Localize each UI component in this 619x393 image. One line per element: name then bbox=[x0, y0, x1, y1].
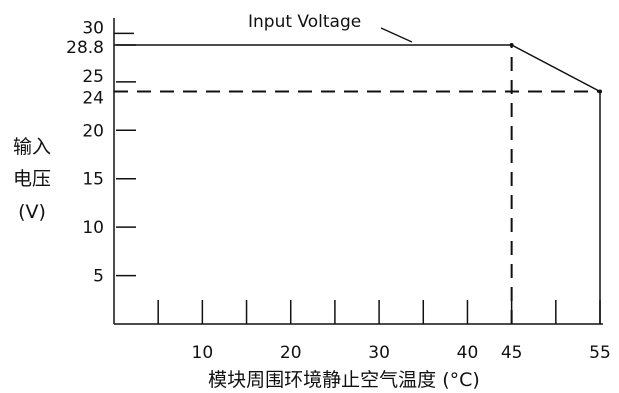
y-tick-label: 10 bbox=[82, 218, 104, 238]
x-ticks: 10 20 30 40 45 55 bbox=[157, 300, 611, 363]
y-tick-label: 5 bbox=[93, 267, 104, 287]
x-tick-label: 20 bbox=[280, 343, 302, 363]
series bbox=[114, 43, 602, 94]
y-ticks: 5 10 15 20 25 28.8 24 30 bbox=[66, 18, 136, 287]
x-tick-label: 10 bbox=[192, 343, 214, 363]
y-tick-label: 30 bbox=[82, 18, 104, 38]
data-point bbox=[598, 89, 602, 94]
annotation-leader-line bbox=[380, 27, 413, 43]
input-voltage-line bbox=[114, 44, 601, 93]
y-tick-label: 28.8 bbox=[66, 38, 104, 58]
axes bbox=[113, 18, 603, 325]
y-tick-label: 25 bbox=[82, 67, 104, 87]
y-axis-title-line-1: 输入 bbox=[13, 136, 51, 158]
y-axis-title-line-3: (V) bbox=[18, 201, 46, 223]
x-tick-label: 40 bbox=[457, 343, 479, 363]
x-axis-title: 模块周围环境静止空气温度 (°C) bbox=[208, 369, 480, 391]
y-tick-label: 24 bbox=[82, 89, 104, 109]
axis-titles: 模块周围环境静止空气温度 (°C) 输入 电压 (V) bbox=[13, 136, 480, 391]
x-tick-label: 30 bbox=[368, 343, 390, 363]
y-tick-label: 15 bbox=[82, 170, 104, 190]
y-axis-title-line-2: 电压 bbox=[13, 168, 51, 190]
reference-lines bbox=[114, 45, 601, 324]
x-tick-label: 45 bbox=[501, 343, 523, 363]
annotation: Input Voltage bbox=[248, 12, 413, 43]
data-point bbox=[509, 43, 514, 47]
y-tick-label: 20 bbox=[82, 121, 104, 141]
input-voltage-annotation: Input Voltage bbox=[248, 12, 361, 32]
x-tick-label: 55 bbox=[589, 343, 611, 363]
